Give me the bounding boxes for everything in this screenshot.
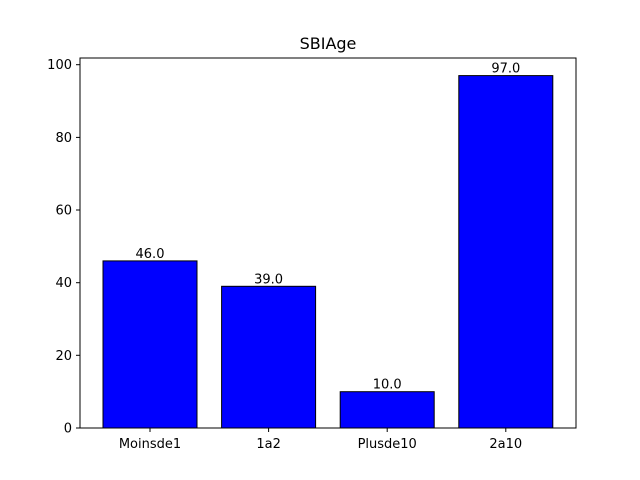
y-tick-label: 40 <box>55 276 72 291</box>
y-tick-label: 100 <box>47 58 72 73</box>
bar-value-label: 46.0 <box>136 247 165 262</box>
y-tick-label: 60 <box>55 204 72 219</box>
y-axis: 0 20 40 60 80 100 <box>47 58 80 437</box>
y-tick-label: 20 <box>55 349 72 364</box>
y-tick-label: 0 <box>64 422 72 437</box>
bars-layer <box>102 75 554 429</box>
bar-2a10 <box>458 75 554 429</box>
y-tick-label: 80 <box>55 131 72 146</box>
bar-labels-layer: 46.0 39.0 10.0 97.0 <box>136 62 521 393</box>
x-tick-label: 1a2 <box>256 437 281 452</box>
bar-1a2 <box>221 285 317 429</box>
x-tick-label: 2a10 <box>489 437 522 452</box>
bar-value-label: 10.0 <box>373 378 402 393</box>
x-tick-label: Moinsde1 <box>119 437 181 452</box>
bar-Moinsde1 <box>102 260 198 429</box>
bar-Plusde10 <box>339 391 435 429</box>
chart-title: SBIAge <box>300 34 357 53</box>
x-tick-label: Plusde10 <box>358 437 417 452</box>
bar-value-label: 39.0 <box>254 272 283 287</box>
bar-value-label: 97.0 <box>491 62 520 77</box>
plot-frame <box>79 57 577 429</box>
x-axis: Moinsde1 1a2 Plusde10 2a10 <box>119 428 522 452</box>
